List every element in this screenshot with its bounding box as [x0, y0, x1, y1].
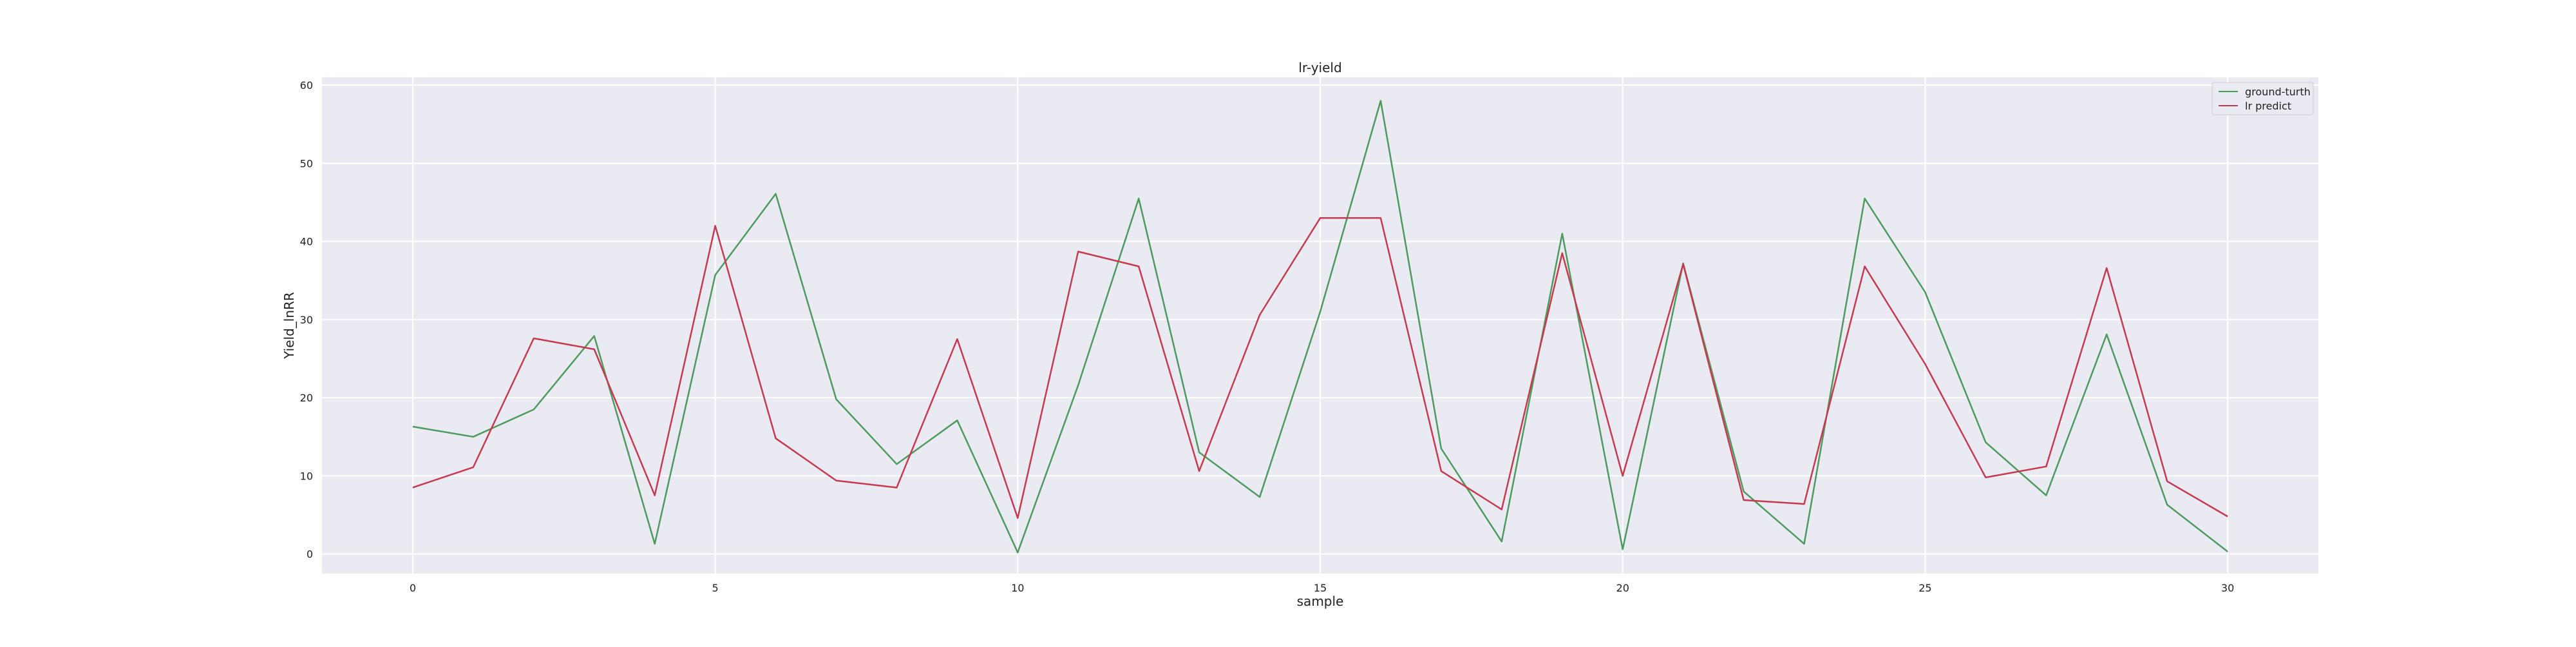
- chart-title: lr-yield: [1298, 60, 1341, 75]
- legend: ground-turth lr predict: [2211, 82, 2314, 115]
- x-tick-label: 25: [1918, 582, 1931, 594]
- y-tick-label: 0: [307, 548, 313, 561]
- series-lines: [412, 100, 2228, 554]
- legend-label-ground-turth: ground-turth: [2245, 86, 2311, 98]
- y-tick-label: 40: [300, 236, 313, 248]
- x-tick-label: 5: [712, 582, 719, 594]
- grid-lines: [322, 77, 2318, 574]
- x-tick-label: 10: [1011, 582, 1024, 594]
- legend-label-lr-predict: lr predict: [2245, 100, 2291, 112]
- y-tick-label: 50: [300, 157, 313, 169]
- y-tick-label: 20: [300, 392, 313, 404]
- series-line-lr-predict: [412, 217, 2228, 519]
- x-axis-label: sample: [1297, 594, 1344, 609]
- x-tick-label: 20: [1616, 582, 1629, 594]
- series-line-ground-turth: [412, 100, 2228, 554]
- y-tick-label: 60: [300, 79, 313, 92]
- tick-labels: 0 5 10 15 20 25 30 0 10 20 30 40 50 60: [300, 79, 2235, 594]
- x-tick-label: 15: [1314, 582, 1327, 594]
- legend-box: [2211, 82, 2314, 115]
- y-tick-label: 10: [300, 470, 313, 482]
- x-tick-label: 0: [410, 582, 416, 594]
- x-tick-label: 30: [2221, 582, 2234, 594]
- y-tick-label: 30: [300, 314, 313, 326]
- y-axis-label: Yield_lnRR: [281, 292, 297, 360]
